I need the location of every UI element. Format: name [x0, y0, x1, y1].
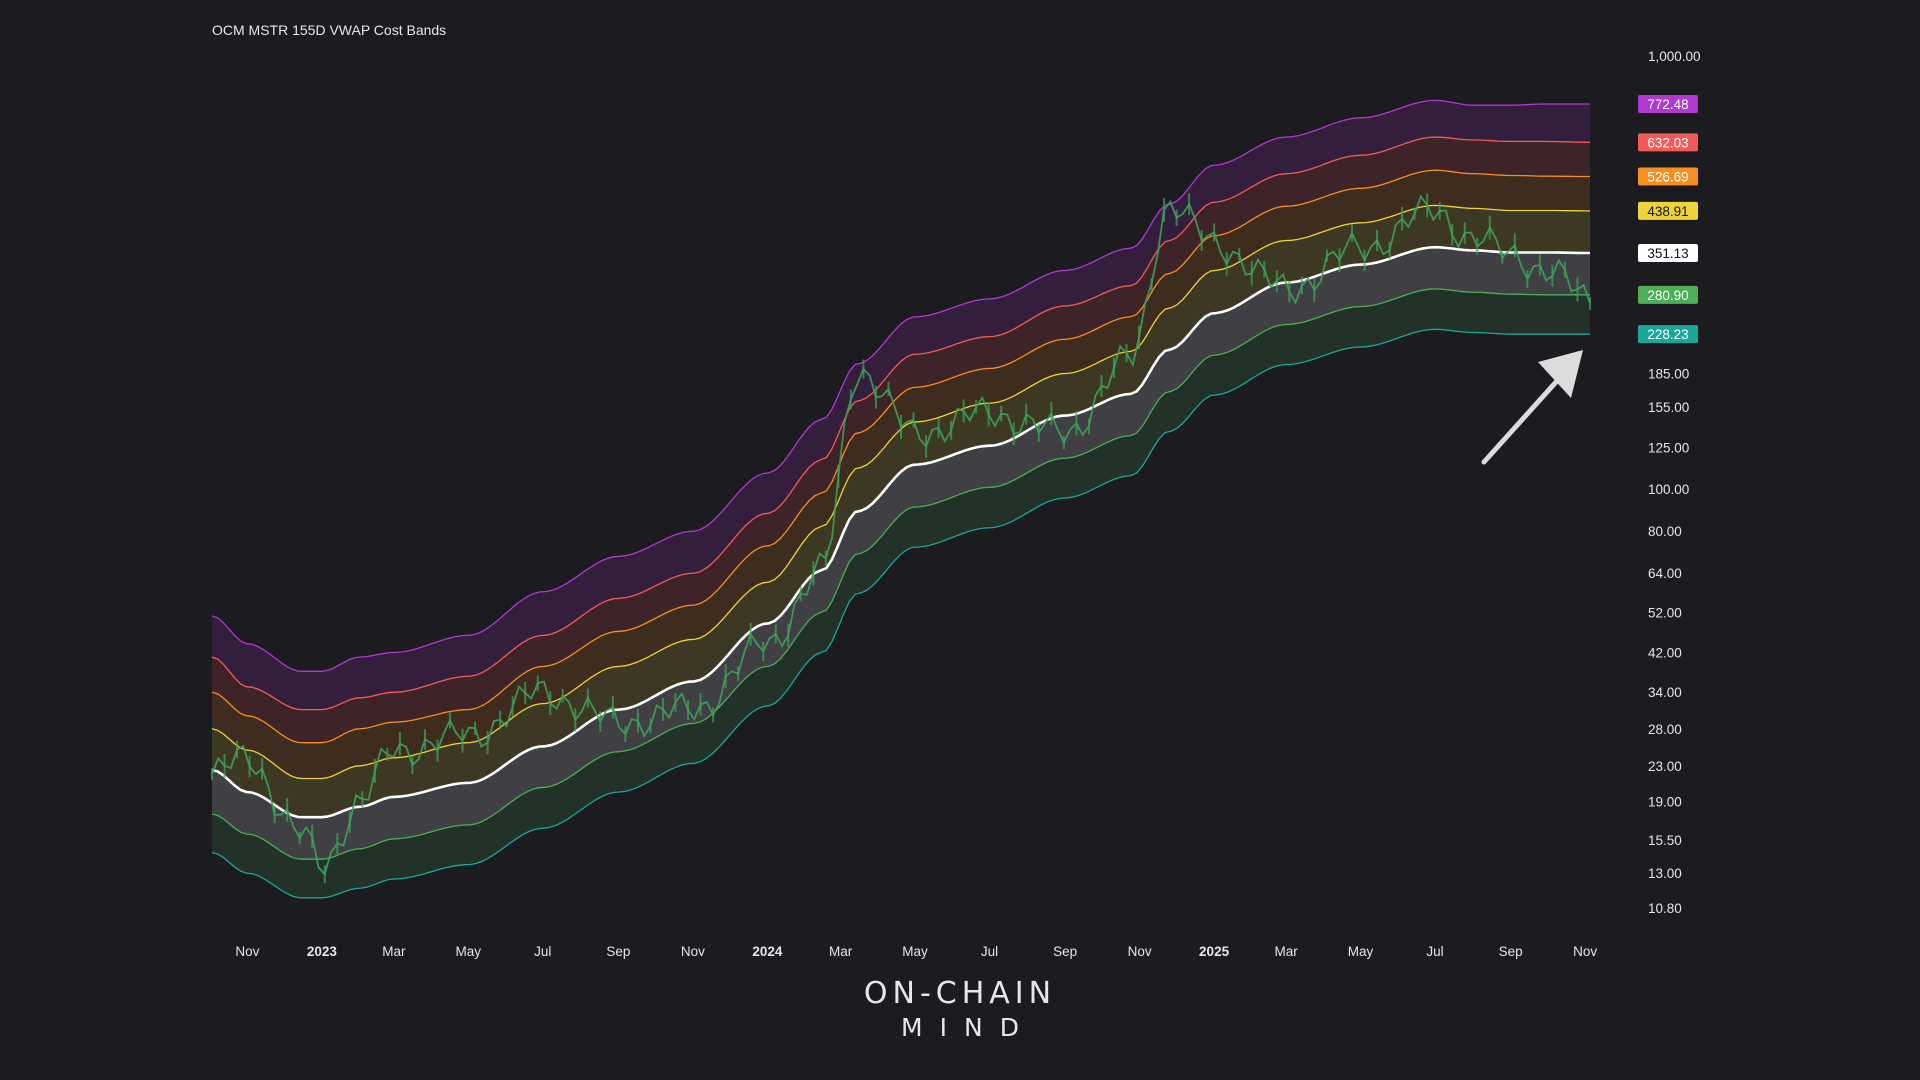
x-tick-label: Sep	[606, 944, 630, 959]
x-tick-label: May	[456, 944, 482, 959]
line-band_vwap	[211, 245, 1590, 819]
line-band_6	[211, 288, 1590, 860]
x-tick-label: May	[1348, 944, 1374, 959]
end-label-text: 228.23	[1647, 327, 1688, 342]
y-tick-label: 64.00	[1648, 566, 1682, 581]
band-fills	[212, 100, 1590, 898]
y-tick-label: 10.80	[1648, 901, 1682, 916]
y-tick-label: 100.00	[1648, 482, 1689, 497]
y-tick-label: 80.00	[1648, 524, 1682, 539]
logo: ON-CHAIN MIND	[0, 976, 1920, 1042]
end-label-band_bottom: 228.23	[1638, 325, 1698, 344]
end-label-text: 438.91	[1647, 204, 1688, 219]
end-label-badge	[1638, 243, 1698, 262]
y-tick-label: 185.00	[1648, 366, 1689, 381]
end-label-badge	[1638, 201, 1698, 220]
price-series	[211, 193, 1591, 884]
x-tick-label: Sep	[1499, 944, 1523, 959]
end-label-band_4: 438.91	[1638, 201, 1698, 220]
x-tick-label: Sep	[1053, 944, 1077, 959]
x-tick-label: Jul	[981, 944, 998, 959]
y-tick-label: 52.00	[1648, 605, 1682, 620]
y-tick-label: 1,000.00	[1648, 49, 1701, 64]
logo-line-1: ON-CHAIN	[863, 976, 1057, 1011]
end-value-labels: 772.48 632.03 526.69 438.91 351.13 280.90 228.…	[1638, 94, 1698, 344]
y-tick-label: 34.00	[1648, 685, 1682, 700]
end-label-band_2: 632.03	[1638, 133, 1698, 152]
x-tick-label: May	[902, 944, 928, 959]
line-band_bottom	[211, 328, 1590, 899]
x-tick-label: 2023	[307, 944, 338, 959]
y-tick-label: 125.00	[1648, 440, 1689, 455]
x-tick-label: Nov	[681, 944, 705, 959]
y-tick-label: 23.00	[1648, 759, 1682, 774]
annotation-arrow-group	[1481, 350, 1583, 465]
x-tick-label: 2025	[1199, 944, 1230, 959]
chart-title: OCM MSTR 155D VWAP Cost Bands	[212, 22, 447, 38]
line-band_2	[211, 136, 1590, 711]
x-axis: Nov 2023 Mar May Jul Sep Nov 2024 Mar May Jul Sep No…	[235, 944, 1597, 959]
x-tick-label: Nov	[235, 944, 259, 959]
y-axis: 1,000.00 185.00 155.00 125.00 100.00 80.00 64.…	[1648, 49, 1701, 916]
x-tick-label: Jul	[1426, 944, 1443, 959]
x-tick-label: Nov	[1128, 944, 1152, 959]
end-label-text: 351.13	[1647, 246, 1688, 261]
y-tick-label: 13.00	[1648, 866, 1682, 881]
y-tick-label: 155.00	[1648, 400, 1689, 415]
end-label-text: 632.03	[1647, 135, 1688, 150]
end-label-badge	[1638, 94, 1698, 113]
end-label-band_vwap: 351.13	[1638, 243, 1698, 262]
annotation-arrow-head	[1538, 350, 1583, 398]
end-label-text: 526.69	[1647, 170, 1688, 185]
end-label-text: 772.48	[1647, 97, 1688, 112]
x-tick-label: Nov	[1573, 944, 1597, 959]
end-label-badge	[1638, 325, 1698, 344]
line-band_3	[211, 169, 1590, 744]
x-tick-label: Mar	[382, 944, 406, 959]
x-tick-label: Jul	[534, 944, 551, 959]
end-label-badge	[1638, 133, 1698, 152]
x-tick-label: Mar	[1274, 944, 1298, 959]
end-label-badge	[1638, 167, 1698, 186]
y-tick-label: 19.00	[1648, 795, 1682, 810]
end-label-band_6: 280.90	[1638, 285, 1698, 304]
end-label-band_3: 526.69	[1638, 167, 1698, 186]
y-tick-label: 42.00	[1648, 645, 1682, 660]
end-label-text: 280.90	[1647, 288, 1688, 303]
y-tick-label: 15.50	[1648, 833, 1682, 848]
x-tick-label: Mar	[829, 944, 853, 959]
line-band_top	[211, 99, 1590, 672]
x-tick-label: 2024	[752, 944, 783, 959]
end-label-band_top: 772.48	[1638, 94, 1698, 113]
end-label-badge	[1638, 285, 1698, 304]
logo-line-2: MIND	[901, 1013, 1036, 1042]
y-tick-label: 28.00	[1648, 722, 1682, 737]
